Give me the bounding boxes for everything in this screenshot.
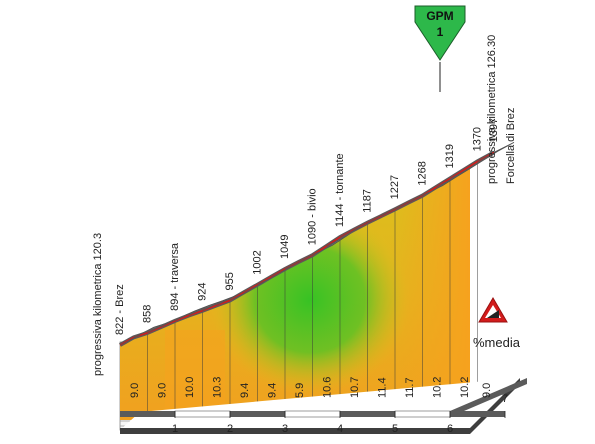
legend-label: %media [473, 335, 521, 350]
point-label: 1144 - tornante [334, 153, 346, 227]
road-tick [257, 274, 278, 285]
segment-dividers [147, 161, 478, 412]
end-label-km: progressiva kilometrica 126.30 [486, 35, 498, 184]
gradient-label: 9.0 [156, 383, 168, 398]
x-tick-label: 3 [282, 423, 288, 435]
gradient-label: 10.6 [321, 377, 333, 398]
x-tick-label: 4 [337, 423, 343, 435]
gradient-label: 10.3 [211, 377, 223, 398]
gradient-label: 10.7 [349, 377, 361, 398]
gradient-label: 5.9 [294, 383, 306, 398]
ground-segment [394, 410, 451, 418]
gradient-label: 11.4 [376, 377, 388, 398]
road-tick [161, 316, 182, 328]
x-tick-label: 7 [502, 393, 508, 405]
gradient-label: 10.2 [459, 377, 471, 398]
road-tick [271, 266, 292, 277]
gradient-label: 9.4 [239, 383, 251, 398]
gradient-label: 10.0 [184, 377, 196, 398]
point-label: 1370 [472, 127, 484, 151]
road-tick [147, 322, 168, 334]
ground-segment [230, 411, 285, 417]
road-tick [216, 295, 237, 306]
point-label: 858 [142, 305, 154, 323]
point-label: 955 [224, 272, 236, 290]
road-tick [477, 151, 498, 162]
road-surface [119, 142, 515, 347]
point-label: 1397 [488, 118, 500, 142]
x-tick-label: 5 [392, 423, 398, 435]
road-tick [339, 226, 361, 238]
gpm-number: 1 [437, 25, 444, 39]
road-tick [449, 168, 471, 179]
gradient-label: 9.0 [481, 383, 493, 398]
x-tick-label: 2 [227, 423, 233, 435]
point-label: 1187 [362, 189, 374, 213]
start-label: progressiva kilometrica 120.3 [92, 233, 104, 376]
x-tick-label: 1 [172, 423, 178, 435]
road-tick [312, 244, 333, 256]
road-tick [326, 235, 347, 247]
ground-dark [120, 378, 520, 434]
x-tick-label: 6 [447, 423, 453, 435]
road-tick [188, 305, 209, 316]
point-label: 1268 [417, 161, 429, 185]
road-tick [119, 334, 141, 346]
gradient-label: 9.4 [266, 383, 278, 398]
road-tick [133, 327, 154, 338]
end-label-place: Forcella di Brez [505, 108, 517, 184]
km-axis: 1 2 3 4 5 6 7 [120, 378, 527, 435]
gradient-labels: 9.0 9.0 10.0 10.3 9.4 9.4 5.9 10.6 10.7 11.4 11.7 1… [129, 377, 493, 398]
point-label: 822 - Brez [114, 284, 126, 335]
road-tick [174, 310, 196, 322]
point-label: 924 [197, 282, 209, 300]
slope-icon [487, 310, 499, 318]
road-tick [229, 290, 251, 301]
gradient-label: 11.7 [404, 377, 416, 398]
point-label: 1227 [389, 175, 401, 199]
ground-segment [450, 411, 505, 417]
point-label: 1049 [279, 234, 291, 258]
road-tick [243, 282, 264, 293]
ground-segment [340, 411, 395, 417]
gradient-label: 9.0 [129, 383, 141, 398]
ground-end [450, 378, 527, 417]
point-label: 1002 [252, 250, 264, 274]
ground-segment [174, 410, 231, 418]
road-tick [422, 185, 443, 196]
road-tick [436, 176, 457, 188]
ground-segment [284, 410, 341, 418]
point-label: 1090 - bivio [307, 188, 319, 245]
point-labels: 822 - Brez 858 894 - traversa 924 955 1002 104… [114, 118, 500, 335]
road-tick [202, 300, 223, 312]
point-label: 1319 [444, 144, 456, 168]
ground-segment [120, 411, 175, 417]
road-tick [493, 142, 515, 153]
gpm-badge [414, 5, 466, 61]
point-label: 894 - traversa [169, 242, 181, 311]
annotations: progressiva kilometrica 120.3 progressiva… [92, 5, 521, 376]
gpm-label: GPM [426, 9, 453, 23]
gradient-label: 10.2 [431, 377, 443, 398]
